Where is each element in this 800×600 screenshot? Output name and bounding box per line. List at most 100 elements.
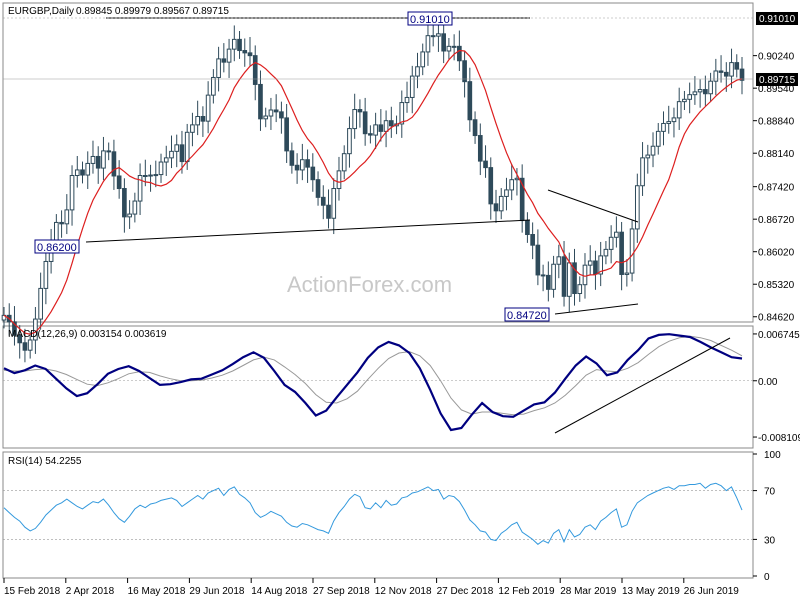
high-price-tag: [756, 12, 798, 25]
rsi-line: [3, 482, 743, 545]
candle-body: [498, 195, 504, 212]
candle-body: [614, 231, 619, 238]
candle-body: [74, 169, 80, 177]
price-panel-title: EURGBP,Daily: [8, 6, 74, 17]
candle-body: [425, 35, 431, 53]
candle-body: [723, 71, 729, 77]
candle-body: [336, 170, 342, 190]
price-grid: [753, 55, 757, 318]
candle-body: [666, 121, 672, 124]
candle-body: [226, 48, 232, 63]
price-panel-frame: [2, 2, 754, 323]
candle-body: [284, 117, 289, 152]
date-tick-label: 12 Nov 2018: [375, 586, 432, 597]
macd-support-trendline: [554, 337, 731, 434]
annotation-high: 0.91010: [410, 14, 450, 26]
candle-body: [122, 188, 127, 218]
high-price-tag-text: 0.91010: [759, 14, 796, 25]
candle-body: [38, 287, 43, 320]
watermark: ActionForex.com: [287, 272, 452, 297]
candle-body: [587, 260, 593, 266]
price-candles: [1, 19, 745, 363]
moving-average-line: [3, 49, 743, 335]
candle-body: [415, 66, 420, 77]
price-axis: 0.90240 0.89540 0.88840 0.88140 0.87420 0.867…: [758, 52, 795, 324]
candle-body: [90, 155, 96, 164]
candle-body: [362, 111, 368, 135]
wedge-upper-line: [547, 189, 639, 223]
candle-body: [572, 262, 577, 295]
candle-body: [509, 179, 515, 191]
candle-body: [457, 45, 462, 62]
rsi-tick-label: 30: [764, 535, 776, 546]
date-tick-label: 29 Jun 2018: [189, 586, 244, 597]
candle-body: [645, 154, 651, 159]
wedge-lower-line: [554, 303, 639, 315]
candle-body: [195, 116, 200, 126]
candle-body: [127, 213, 132, 218]
price-tick-label: 0.86020: [758, 248, 795, 259]
candle-body: [399, 102, 405, 125]
candle-body: [273, 109, 279, 113]
candle-body: [22, 342, 28, 351]
candle-body: [566, 262, 572, 297]
candle-body: [378, 124, 384, 132]
candle-body: [300, 159, 305, 171]
price-tick-label: 0.86720: [758, 215, 795, 226]
ohlc-header: 0.89845 0.89979 0.89567 0.89715: [76, 6, 229, 17]
candle-body: [734, 62, 740, 70]
candle-body: [216, 58, 221, 78]
candle-body: [540, 274, 546, 277]
candle-body: [577, 284, 583, 295]
candle-body: [446, 45, 452, 52]
last-price-tag: [756, 73, 798, 86]
price-tick-label: 0.88840: [758, 117, 795, 128]
macd-tick-label: -0.008109: [758, 433, 800, 444]
candle-body: [310, 166, 316, 181]
candle-body: [718, 70, 724, 73]
rsi-tick-label: 0: [764, 572, 770, 583]
candle-body: [326, 204, 331, 219]
macd-tick-label: 0.006745: [758, 330, 800, 341]
candle-body: [211, 76, 216, 96]
date-tick-label: 28 Mar 2019: [560, 586, 617, 597]
rsi-tick-label: 70: [764, 487, 776, 498]
candle-body: [190, 124, 195, 133]
date-axis: 15 Feb 2018 2 Apr 2018 16 May 2018 29 Jun 2…: [3, 578, 739, 597]
date-tick-label: 16 May 2018: [128, 586, 186, 597]
candle-body: [80, 169, 85, 176]
candle-body: [546, 274, 551, 290]
candle-body: [441, 33, 446, 52]
candle-body: [472, 119, 478, 137]
candle-body: [179, 144, 185, 163]
candle-body: [713, 70, 719, 82]
candle-body: [205, 94, 211, 122]
candle-body: [388, 120, 394, 127]
candle-body: [331, 188, 337, 219]
candle-body: [682, 98, 687, 103]
candle-body: [671, 117, 677, 123]
date-tick-label: 2 Apr 2018: [66, 586, 115, 597]
candle-body: [430, 35, 436, 38]
candle-body: [279, 111, 284, 119]
macd-tick-label: 0.00: [758, 377, 778, 388]
price-tick-label: 0.90240: [758, 52, 795, 63]
candle-body: [252, 55, 258, 85]
candle-body: [132, 200, 138, 215]
date-tick-label: 14 Aug 2018: [251, 586, 308, 597]
candle-body: [619, 231, 624, 275]
candle-body: [551, 263, 556, 290]
candle-body: [451, 45, 457, 48]
rsi-axis: 100 70 30 0: [764, 450, 781, 583]
candle-body: [17, 334, 23, 344]
candle-body: [12, 321, 17, 336]
candle-body: [341, 153, 347, 172]
price-tick-label: 0.87420: [758, 183, 795, 194]
date-tick-label: 12 Feb 2019: [498, 586, 555, 597]
candle-body: [739, 68, 745, 81]
candle-body: [598, 255, 604, 275]
candle-body: [242, 50, 248, 54]
candle-body: [687, 94, 692, 100]
candle-body: [655, 130, 661, 147]
candle-body: [676, 101, 682, 119]
